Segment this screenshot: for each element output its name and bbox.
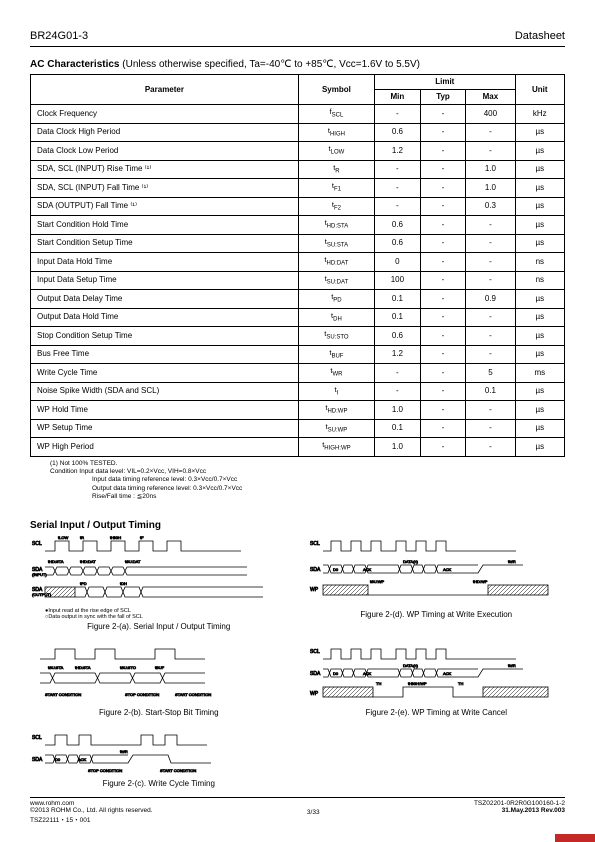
footer-code: TSZ02201-0R2R0G100160-1-2	[474, 800, 565, 807]
svg-text:STOP CONDITION: STOP CONDITION	[88, 768, 122, 773]
footer-url: www.rohm.com	[30, 800, 153, 807]
table-row: SDA, SCL (INPUT) Rise Time ⁽¹⁾tR--1.0µs	[31, 160, 565, 179]
table-row: Stop Condition Setup TimetSU:STO0.6--µs	[31, 327, 565, 346]
svg-text:SCL: SCL	[32, 735, 42, 741]
page-header: BR24G01-3 Datasheet	[30, 30, 565, 47]
svg-text:SDA: SDA	[310, 671, 321, 677]
col-unit: Unit	[515, 75, 564, 105]
svg-text:tHD:DAT: tHD:DAT	[80, 559, 96, 564]
table-row: Start Condition Setup TimetSU:STA0.6--µs	[31, 234, 565, 253]
svg-text:ACK: ACK	[78, 757, 87, 762]
svg-text:D0: D0	[55, 757, 61, 762]
svg-text:START CONDITION: START CONDITION	[160, 768, 196, 773]
fig-2b-caption: Figure 2-(b). Start-Stop Bit Timing	[30, 708, 288, 717]
doc-type: Datasheet	[515, 30, 565, 42]
svg-text:SDA: SDA	[32, 757, 43, 763]
svg-text:tF: tF	[140, 535, 144, 540]
table-row: Noise Spike Width (SDA and SCL)tI--0.1µs	[31, 382, 565, 401]
svg-text:STOP CONDITION: STOP CONDITION	[125, 692, 159, 697]
red-accent-bar	[555, 834, 595, 842]
fig-2c-caption: Figure 2-(c). Write Cycle Timing	[30, 779, 288, 788]
svg-text:tLOW: tLOW	[58, 535, 68, 540]
fig-2d-caption: Figure 2-(d). WP Timing at Write Executi…	[308, 610, 566, 619]
svg-text:ACK: ACK	[443, 671, 452, 676]
table-row: Bus Free TimetBUF1.2--µs	[31, 345, 565, 364]
table-row: Start Condition Hold TimetHD:STA0.6--µs	[31, 216, 565, 235]
part-number: BR24G01-3	[30, 30, 88, 42]
col-min: Min	[375, 90, 421, 105]
svg-text:tSU:STA: tSU:STA	[48, 665, 64, 670]
table-row: WP Setup TimetSU:WP0.1--µs	[31, 419, 565, 438]
svg-text:tHD:WP: tHD:WP	[473, 579, 488, 584]
svg-text:(INPUT): (INPUT)	[32, 572, 47, 577]
fig-2a-note: ●Input read at the rise edge of SCL ○Dat…	[45, 608, 288, 620]
svg-text:ACK: ACK	[443, 567, 452, 572]
svg-text:SCL: SCL	[310, 649, 320, 655]
svg-text:tDH: tDH	[120, 581, 127, 586]
svg-text:tSU:STO: tSU:STO	[120, 665, 136, 670]
svg-text:tHD:STA: tHD:STA	[48, 559, 64, 564]
ac-title: AC Characteristics (Unless otherwise spe…	[30, 59, 565, 70]
col-parameter: Parameter	[31, 75, 299, 105]
svg-text:tWR: tWR	[508, 559, 516, 564]
table-row: Data Clock Low PeriodtLOW1.2--µs	[31, 142, 565, 161]
figure-2d: SCL SDA D0 ACK DATA(n) ACK tWR WP tSU:WP…	[308, 533, 566, 631]
timing-title: Serial Input / Output Timing	[30, 520, 565, 531]
col-typ: Typ	[420, 90, 465, 105]
ac-characteristics-table: Parameter Symbol Limit Unit Min Typ Max …	[30, 74, 565, 457]
page-number: 3/33	[307, 809, 320, 816]
svg-text:DATA(n): DATA(n)	[403, 663, 419, 668]
svg-text:tHIGH: tHIGH	[110, 535, 121, 540]
table-row: Input Data Hold TimetHD:DAT0--ns	[31, 253, 565, 272]
table-row: Output Data Hold TimetDH0.1--µs	[31, 308, 565, 327]
figure-2a: SCL tLOW tR tHIGH tF SDA (INPUT) tHD:STA…	[30, 533, 288, 631]
table-row: Data Clock High PeriodtHIGH0.6--µs	[31, 123, 565, 142]
col-limit: Limit	[375, 75, 516, 90]
table-row: SDA (OUTPUT) Fall Time ⁽¹⁾tF2--0.3µs	[31, 197, 565, 216]
fig-2a-caption: Figure 2-(a). Serial Input / Output Timi…	[30, 622, 288, 631]
footer-tsz: TSZ22111・15・001	[30, 814, 153, 824]
fig-2e-caption: Figure 2-(e). WP Timing at Write Cancel	[308, 708, 566, 717]
col-max: Max	[466, 90, 515, 105]
page-footer: www.rohm.com ©2013 ROHM Co., Ltd. All ri…	[30, 797, 565, 824]
svg-text:tR: tR	[80, 535, 84, 540]
svg-text:TH: TH	[376, 681, 381, 686]
table-row: WP Hold TimetHD:WP1.0--µs	[31, 401, 565, 420]
svg-text:START CONDITION: START CONDITION	[45, 692, 81, 697]
svg-text:DATA(n): DATA(n)	[403, 559, 419, 564]
svg-text:WP: WP	[310, 587, 319, 593]
figure-2c: SCL SDA D0 ACK tWR STOP CONDITION START …	[30, 727, 288, 788]
svg-text:D0: D0	[333, 671, 339, 676]
table-row: Write Cycle TimetWR--5ms	[31, 364, 565, 383]
footer-copy: ©2013 ROHM Co., Ltd. All rights reserved…	[30, 807, 153, 814]
svg-text:WP: WP	[310, 691, 319, 697]
table-row: Output Data Delay TimetPD0.1-0.9µs	[31, 290, 565, 309]
svg-text:tHIGH:WP: tHIGH:WP	[408, 681, 427, 686]
svg-text:START CONDITION: START CONDITION	[175, 692, 211, 697]
table-row: WP High PeriodtHIGH:WP1.0--µs	[31, 438, 565, 457]
svg-text:SDA: SDA	[310, 567, 321, 573]
col-symbol: Symbol	[298, 75, 374, 105]
svg-text:tSU:WP: tSU:WP	[370, 579, 385, 584]
svg-text:TH: TH	[458, 681, 463, 686]
table-row: SDA, SCL (INPUT) Fall Time ⁽¹⁾tF1--1.0µs	[31, 179, 565, 198]
svg-text:tWR: tWR	[120, 749, 128, 754]
svg-text:tSU:DAT: tSU:DAT	[125, 559, 141, 564]
svg-text:ACK: ACK	[363, 567, 372, 572]
figure-2b: tSU:STA tHD:STA tSU:STO tBUF START CONDI…	[30, 641, 288, 717]
svg-text:tBUF: tBUF	[155, 665, 165, 670]
svg-text:tWR: tWR	[508, 663, 516, 668]
svg-text:D0: D0	[333, 567, 339, 572]
timing-diagrams: SCL tLOW tR tHIGH tF SDA (INPUT) tHD:STA…	[30, 533, 565, 788]
svg-text:SCL: SCL	[310, 541, 320, 547]
table-row: Input Data Setup TimetSU:DAT100--ns	[31, 271, 565, 290]
table-row: Clock FrequencyfSCL--400kHz	[31, 105, 565, 124]
svg-text:tHD:STA: tHD:STA	[75, 665, 91, 670]
ac-footnotes: (1) Not 100% TESTED. Condition Input dat…	[50, 460, 565, 502]
figure-2e: SCL SDA D0 ACK DATA(n) ACK tWR WP tHIGH:…	[308, 641, 566, 717]
svg-text:tPD: tPD	[80, 581, 87, 586]
svg-text:SCL: SCL	[32, 541, 42, 547]
svg-text:ACK: ACK	[363, 671, 372, 676]
footer-date: 31.May.2013 Rev.003	[474, 807, 565, 814]
